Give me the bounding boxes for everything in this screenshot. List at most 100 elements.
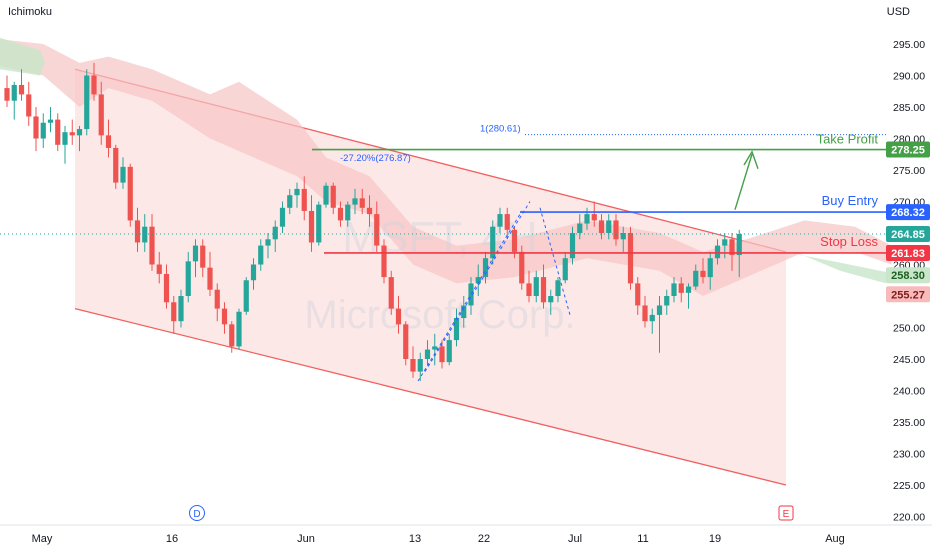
candle-body [736,233,742,256]
candle-body [316,204,322,243]
candle-body [279,207,286,227]
buy-entry-label: Buy Entry [822,193,879,208]
candle-body [519,251,525,284]
candle-body [272,226,278,240]
watermark-company: Microsoft Corp. [304,293,575,337]
price-tag-label: 258.30 [891,270,925,282]
candle-body [649,314,655,322]
candle-body [671,283,677,296]
y-tick-label: 240.00 [893,386,925,398]
price-tag-label: 261.83 [891,248,925,260]
y-tick-label: 290.00 [893,71,925,83]
indicator-label[interactable]: Ichimoku [8,6,53,18]
candle-body [250,264,257,281]
y-tick-label: 225.00 [893,480,925,492]
channel-lower-line [74,307,787,486]
candle-body [678,283,684,293]
x-tick-label: May [32,533,53,545]
y-tick-label: 275.00 [893,165,925,177]
candle-body [598,220,605,233]
candle-body [381,245,387,278]
x-tick-label: 13 [409,533,421,545]
ichimoku-cloud-bullish [0,37,45,76]
channel-fill [75,69,786,485]
candle-body [149,226,155,265]
candle-body [301,188,307,211]
candle-body [714,245,721,259]
candle-body [613,220,619,240]
candle-body [258,245,264,265]
candle-body [540,277,547,303]
candle-body [113,147,119,183]
candle-body [156,264,162,274]
candle-body [432,346,438,350]
candle-body [410,359,416,372]
dividend-marker [189,505,205,521]
price-tag-label: 255.27 [891,289,925,301]
candle-body [62,132,68,145]
candle-body [664,296,670,306]
candle-body [446,340,452,363]
candle-body [98,94,104,136]
candle-body [323,185,329,205]
take-profit-label: Take Profit [817,132,879,147]
candle-body [76,129,83,136]
candle-body [729,239,735,256]
candle-body [359,198,365,208]
price-tag-label: 278.25 [891,145,925,157]
price-tag [886,244,930,261]
candles-group [4,62,742,382]
price-tag [886,267,930,284]
y-tick-label: 295.00 [893,39,925,51]
candle-body [562,258,568,281]
candle-body [548,296,554,303]
candle-body [192,245,199,262]
candle-body [229,324,235,347]
candle-body [642,305,648,322]
candle-body [707,258,713,278]
candle-body [693,270,699,287]
candle-body [569,233,576,259]
fib-diagonal [539,207,571,316]
x-tick-label: 19 [709,533,721,545]
candle-body [403,324,409,359]
candle-body [490,226,496,259]
candle-body [345,204,351,221]
levels-group: Take Profit Buy Entry Stop Loss 1(280.61) -2… [0,124,886,382]
candle-body [606,220,612,233]
candle-body [330,185,336,208]
price-tag-label: 268.32 [891,207,925,219]
candle-body [55,119,61,145]
target-arrow [734,154,753,210]
ichimoku-cloud-group [0,37,892,296]
candle-body [40,122,46,139]
x-tick-label: 16 [166,533,178,545]
price-tag [886,141,930,158]
stop-loss-label: Stop Loss [820,234,878,249]
candle-body [620,233,626,240]
candle-body [142,226,148,243]
x-tick-label: Jul [568,533,582,545]
candle-body [134,220,141,243]
candle-body [337,207,344,221]
candle-body [200,245,206,268]
candle-body [700,270,706,278]
price-tag-label: 264.85 [891,229,925,241]
candle-body [424,349,431,359]
earnings-marker [778,505,794,521]
candle-body [627,233,634,284]
candle-body [722,239,728,246]
candle-body [352,198,358,205]
candle-body [656,305,663,315]
candle-body [366,207,373,215]
candle-body [497,214,503,227]
candle-body [468,283,474,306]
y-tick-label: 250.00 [893,323,925,335]
candle-body [127,166,133,221]
candle-body [11,84,17,101]
candle-body [294,188,300,196]
y-tick-label: 230.00 [893,449,925,461]
candle-body [577,223,583,233]
